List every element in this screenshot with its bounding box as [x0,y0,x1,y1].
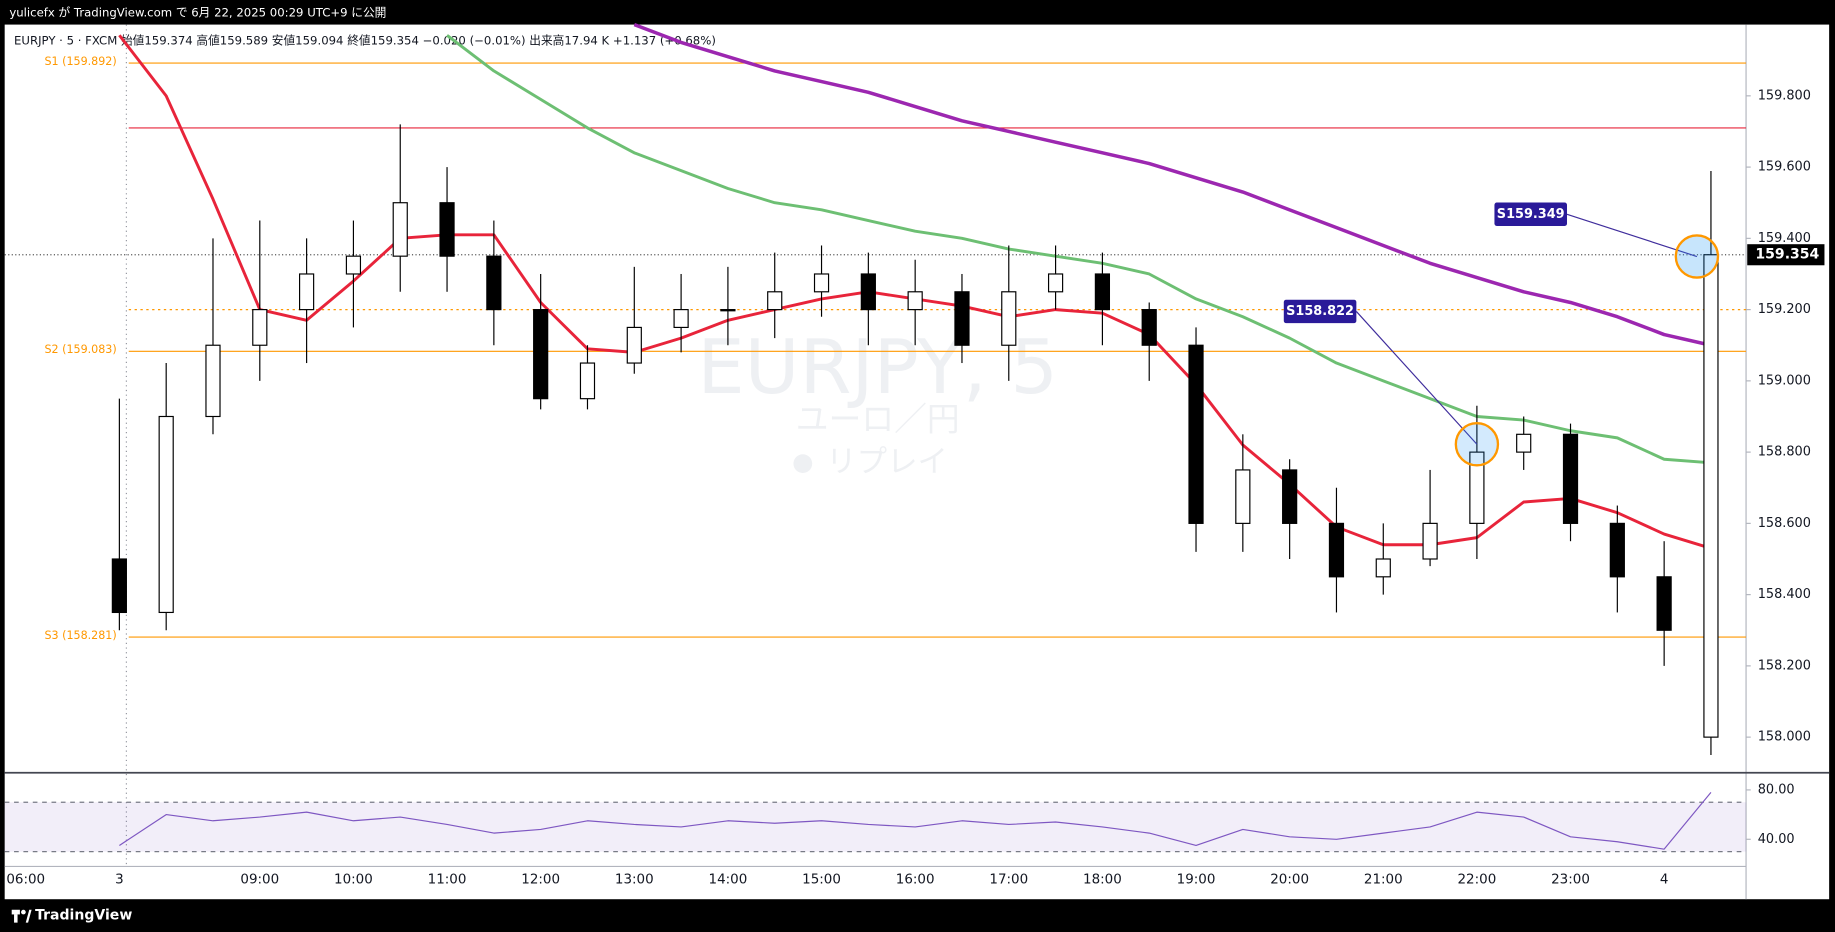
x-tick-label: 14:00 [709,872,748,887]
price-tag-label: 159.354 [1755,247,1819,263]
y-tick-label: 158.200 [1758,658,1811,673]
candle-body [579,362,596,400]
y-tick-label: 159.600 [1758,160,1811,175]
level-label: S1 (159.892) [44,55,116,68]
x-tick-label: 10:00 [334,872,373,887]
level-label: S3 (158.281) [44,629,116,642]
rsi-tick-label: 80.00 [1758,782,1795,797]
y-tick-label: 159.400 [1758,231,1811,246]
y-tick-label: 158.600 [1758,516,1811,531]
x-tick-label: 18:00 [1083,872,1122,887]
price-tag [1747,244,1825,266]
y-tick-label: 158.000 [1758,730,1811,745]
x-tick-label: 12:00 [521,872,560,887]
candle-body [111,558,127,614]
candle-body [1282,469,1298,524]
annotation-box [1494,202,1568,226]
x-tick-label: 13:00 [615,872,654,887]
candle-body [205,344,221,418]
x-tick-label: 21:00 [1364,872,1403,887]
candle-body [1141,309,1157,346]
y-tick-label: 159.200 [1758,302,1811,317]
x-tick-label: 11:00 [428,872,467,887]
x-tick-label: 19:00 [1177,872,1216,887]
x-tick-label: 20:00 [1270,872,1309,887]
moving-average [633,22,1712,347]
y-tick-label: 159.800 [1758,88,1811,103]
footer-brand: TradingView [35,908,132,924]
highlight-circle [1454,422,1500,467]
candle-body [1422,522,1438,560]
x-tick-label: 3 [115,872,124,887]
candle-body [1094,273,1111,311]
replay-icon [793,454,813,474]
candle-body [1609,522,1625,578]
candle-body [954,291,970,346]
candle-body [1469,451,1485,524]
candle-body [907,291,923,311]
footer-logo [11,909,32,923]
x-tick-label: 23:00 [1551,872,1590,887]
rsi-tick-label: 40.00 [1758,832,1795,847]
publish-header: yulicefx が TradingView.com で 6月 22, 2025… [9,5,386,19]
candle-body [345,255,362,275]
x-tick-label: 06:00 [6,872,45,887]
y-tick-label: 158.800 [1758,445,1811,460]
candle-body [1516,433,1532,453]
annotation-box [1283,299,1357,324]
watermark: リプレイ [826,445,948,480]
moving-average [446,34,1712,465]
candle-body [767,291,783,311]
candle-body [1235,469,1251,524]
candle-body [1562,433,1579,524]
annotation-pointer [1355,311,1478,445]
annotation-pointer [1566,213,1698,258]
x-tick-label: 16:00 [896,872,935,887]
x-tick-label: 22:00 [1458,872,1497,887]
candle-body [1375,558,1391,578]
watermark: ユーロ／円 [796,401,960,439]
level-label: S2 (159.083) [44,343,116,356]
chart-panel [4,24,1830,900]
candle-body [673,309,689,329]
symbol-line: EURJPY · 5 · FXCM 始値159.374 高値159.589 安値… [14,33,716,47]
watermark: EURJPY, 5 [697,323,1058,411]
candle-body [392,202,408,257]
candle-body [1328,522,1345,578]
y-tick-label: 159.000 [1758,373,1811,388]
x-tick-label: 09:00 [240,872,279,887]
candle-body [158,415,174,614]
x-tick-label: 15:00 [802,872,841,887]
candle-body [813,273,830,293]
candle-body [720,309,736,312]
x-tick-label: 4 [1660,872,1669,887]
candle-body [533,309,549,400]
highlight-circle [1674,234,1720,279]
candle-body [439,202,455,257]
candle-body [486,255,502,311]
candle-body [1703,254,1719,738]
candle-body [626,326,642,364]
annotation-label: S159.349 [1497,207,1565,222]
candle-body [252,309,268,346]
x-tick-label: 17:00 [989,872,1028,887]
rsi-band [4,802,1747,852]
candle-body [1047,273,1064,293]
candle-body [299,273,315,311]
candle-body [1001,291,1017,346]
candle-body [1656,576,1672,631]
candle-body [860,273,876,311]
y-tick-label: 158.400 [1758,587,1811,602]
candle-body [1188,344,1204,524]
annotation-label: S158.822 [1286,304,1354,319]
rsi-line [119,792,1712,850]
